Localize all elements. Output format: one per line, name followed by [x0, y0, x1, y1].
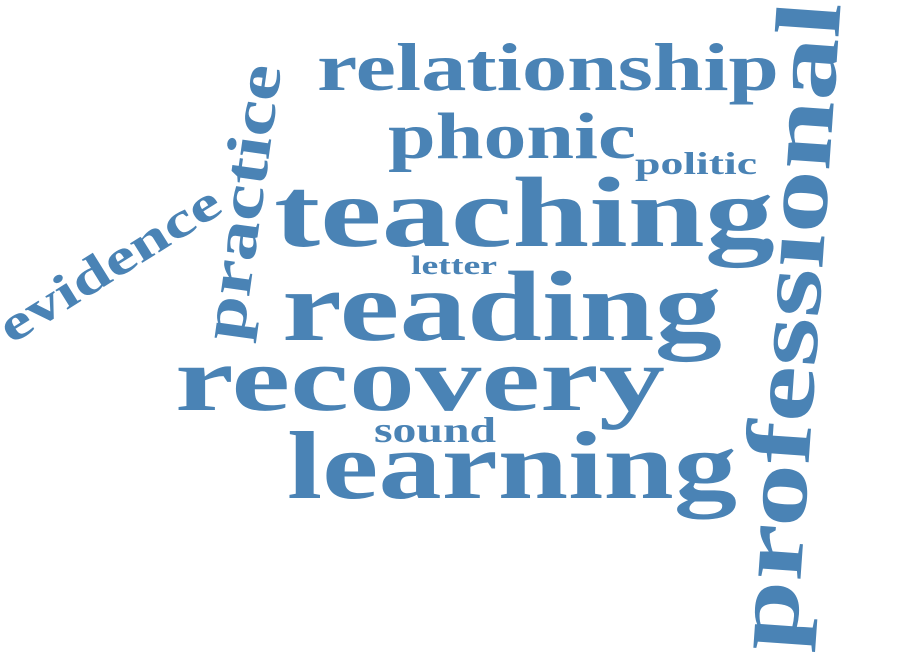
- word-teaching: teaching: [274, 157, 774, 268]
- word-reading: reading: [282, 251, 722, 362]
- word-sound: sound: [374, 410, 496, 450]
- word-learning: learning: [287, 412, 737, 519]
- word-letter: letter: [411, 251, 497, 280]
- word-recovery: recovery: [175, 328, 665, 430]
- word-politic: politic: [635, 145, 757, 181]
- word-relationship: relationship: [317, 29, 779, 105]
- word-phonic: phonic: [388, 100, 636, 173]
